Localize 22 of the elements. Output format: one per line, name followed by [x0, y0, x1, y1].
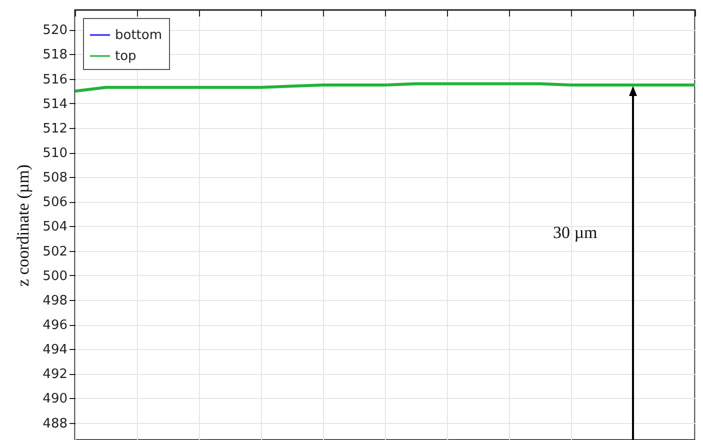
line-series: [74, 82, 696, 93]
y-tick-label: 518: [42, 48, 68, 63]
y-tick-label: 512: [42, 121, 68, 136]
y-axis-title: z coordinate (µm): [14, 164, 33, 287]
y-tick-label: 490: [42, 392, 68, 407]
y-tick-label: 520: [42, 23, 68, 38]
y-tick-label: 516: [42, 72, 68, 88]
annotation-text: 30 µm: [553, 223, 598, 243]
y-tick-label: 506: [42, 195, 68, 210]
y-tick-label: 504: [42, 220, 68, 235]
y-tick-label: 494: [42, 342, 68, 358]
legend-label: bottom: [115, 28, 162, 43]
y-tick-label: 514: [42, 96, 68, 112]
y-tick-label: 488: [42, 416, 68, 432]
y-tick-label: 498: [42, 293, 68, 308]
y-tick-label: 492: [42, 367, 68, 382]
legend-label: top: [115, 49, 136, 64]
y-tick-label: 496: [42, 318, 68, 334]
y-tick-label: 502: [42, 244, 68, 260]
y-tick-label: 500: [42, 268, 68, 284]
y-tick-label: 508: [42, 170, 68, 186]
y-tick-label: 510: [42, 146, 68, 162]
